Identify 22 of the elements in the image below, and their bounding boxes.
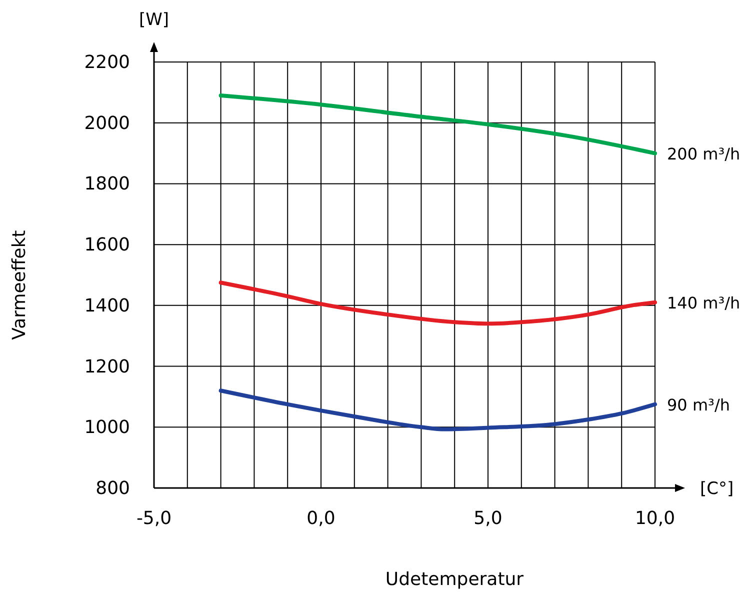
- y-tick-label: 1200: [84, 356, 130, 378]
- y-tick-label: 800: [96, 478, 130, 499]
- y-tick-label: 1600: [84, 234, 130, 256]
- x-tick-label: 5,0: [474, 508, 502, 529]
- y-axis-title: Varmeeffekt: [9, 230, 30, 340]
- y-tick-label: 1400: [84, 295, 130, 316]
- x-tick-label: 0,0: [306, 508, 336, 529]
- text: [C°]: [700, 479, 734, 499]
- text: [W]: [138, 10, 170, 30]
- series-label: 140 m³/h: [667, 293, 740, 312]
- y-tick-label: 1000: [84, 417, 130, 438]
- y-tick-label: 1800: [84, 174, 130, 195]
- line-series: [218, 388, 657, 432]
- x-axis-title: Udetemperatur: [385, 569, 524, 590]
- x-tick-label: 10,0: [634, 508, 676, 529]
- y-tick-label: 2000: [84, 112, 130, 134]
- line-series: [218, 280, 657, 326]
- y-tick-label: 2200: [84, 52, 130, 73]
- line-series: [218, 93, 657, 156]
- series-label: 90 m³/h: [667, 395, 730, 414]
- x-tick-label: -5,0: [136, 508, 172, 529]
- series-label: 200 m³/h: [667, 144, 740, 164]
